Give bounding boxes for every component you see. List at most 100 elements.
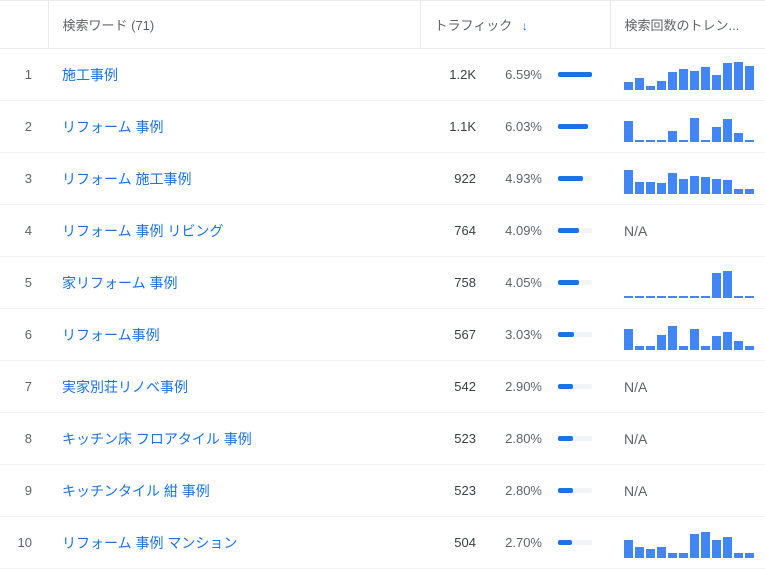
trend-bar xyxy=(679,346,688,350)
traffic-bar-fill xyxy=(558,436,573,441)
trend-bar xyxy=(679,69,688,90)
keyword-link[interactable]: 家リフォーム 事例 xyxy=(62,275,177,291)
trend-bar xyxy=(723,271,732,297)
traffic-bar-fill xyxy=(558,228,579,233)
trend-bar xyxy=(635,346,644,350)
traffic-percent: 2.70% xyxy=(492,535,542,550)
keyword-cell: キッチン床 フロアタイル 事例 xyxy=(48,413,420,465)
col-rank-header[interactable] xyxy=(0,1,48,49)
trend-bar xyxy=(635,78,644,90)
trend-bar xyxy=(646,140,655,142)
trend-bar xyxy=(657,296,666,298)
col-keyword-label: 検索ワード (71) xyxy=(63,18,155,33)
trend-bar xyxy=(657,547,666,558)
table-row: 3リフォーム 施工事例9224.93% xyxy=(0,153,765,205)
trend-cell: N/A xyxy=(610,465,765,517)
traffic-bar-fill xyxy=(558,280,579,285)
col-traffic-header[interactable]: トラフィック ↓ xyxy=(420,1,610,49)
trend-bar xyxy=(679,553,688,558)
keyword-cell: リフォーム 事例 xyxy=(48,101,420,153)
keyword-link[interactable]: リフォーム 事例 xyxy=(62,119,163,135)
trend-bar xyxy=(712,336,721,350)
trend-bar xyxy=(723,180,732,194)
trend-sparkline xyxy=(624,164,754,194)
trend-cell: N/A xyxy=(610,205,765,257)
trend-bar xyxy=(668,72,677,90)
trend-bar xyxy=(701,140,710,142)
trend-bar xyxy=(701,296,710,298)
traffic-bar-fill xyxy=(558,332,574,337)
keyword-cell: 実家別荘リノベ事例 xyxy=(48,361,420,413)
col-trend-header[interactable]: 検索回数のトレン... xyxy=(610,1,765,49)
table-row: 5家リフォーム 事例7584.05% xyxy=(0,257,765,309)
traffic-bar-track xyxy=(558,488,592,493)
keyword-link[interactable]: 実家別荘リノベ事例 xyxy=(62,379,188,395)
traffic-percent: 6.59% xyxy=(492,67,542,82)
trend-bar xyxy=(723,119,732,142)
rank-value: 6 xyxy=(25,327,32,342)
rank-value: 8 xyxy=(25,431,32,446)
trend-bar xyxy=(635,296,644,298)
trend-bar xyxy=(690,176,699,194)
trend-bar xyxy=(712,273,721,298)
rank-value: 2 xyxy=(25,119,32,134)
traffic-value: 523 xyxy=(434,431,476,446)
keyword-link[interactable]: 施工事例 xyxy=(62,67,118,83)
trend-sparkline xyxy=(624,528,754,558)
col-trend-label: 検索回数のトレン... xyxy=(625,18,740,33)
trend-bar xyxy=(690,71,699,90)
col-keyword-header[interactable]: 検索ワード (71) xyxy=(48,1,420,49)
trend-bar xyxy=(745,346,754,350)
keyword-cell: リフォーム事例 xyxy=(48,309,420,361)
trend-na-label: N/A xyxy=(624,223,647,239)
trend-na-label: N/A xyxy=(624,379,647,395)
rank-value: 1 xyxy=(25,67,32,82)
keyword-link[interactable]: キッチン床 フロアタイル 事例 xyxy=(62,431,252,447)
trend-bar xyxy=(745,553,754,558)
traffic-bar-fill xyxy=(558,72,592,77)
traffic-value: 758 xyxy=(434,275,476,290)
traffic-value: 1.1K xyxy=(434,119,476,134)
keyword-cell: 施工事例 xyxy=(48,49,420,101)
keyword-link[interactable]: リフォーム 施工事例 xyxy=(62,171,191,187)
sort-down-icon: ↓ xyxy=(522,19,528,33)
trend-sparkline xyxy=(624,320,754,350)
traffic-bar-fill xyxy=(558,488,573,493)
trend-bar xyxy=(657,81,666,90)
trend-bar xyxy=(734,189,743,194)
rank-cell: 2 xyxy=(0,101,48,153)
trend-bar xyxy=(734,133,743,142)
keyword-link[interactable]: リフォーム 事例 マンション xyxy=(62,535,237,551)
trend-bar xyxy=(679,179,688,193)
table-row: 7実家別荘リノベ事例5422.90%N/A xyxy=(0,361,765,413)
table-header-row: 検索ワード (71) トラフィック ↓ 検索回数のトレン... xyxy=(0,1,765,49)
trend-bar xyxy=(734,553,743,558)
rank-value: 5 xyxy=(25,275,32,290)
trend-cell xyxy=(610,517,765,569)
traffic-cell: 523 2.80% xyxy=(420,413,610,465)
trend-bar xyxy=(635,547,644,558)
keyword-link[interactable]: リフォーム事例 xyxy=(62,327,160,343)
trend-bar xyxy=(646,182,655,193)
trend-bar xyxy=(745,296,754,298)
keyword-cell: リフォーム 事例 マンション xyxy=(48,517,420,569)
trend-bar xyxy=(657,140,666,142)
traffic-value: 567 xyxy=(434,327,476,342)
rank-cell: 3 xyxy=(0,153,48,205)
traffic-percent: 4.93% xyxy=(492,171,542,186)
trend-sparkline xyxy=(624,112,754,142)
traffic-cell: 1.1K6.03% xyxy=(420,101,610,153)
keyword-link[interactable]: リフォーム 事例 リビング xyxy=(62,223,223,239)
trend-bar xyxy=(712,540,721,558)
trend-bar xyxy=(745,189,754,194)
trend-cell xyxy=(610,309,765,361)
traffic-percent: 2.80% xyxy=(492,431,542,446)
table-row: 9キッチンタイル 紺 事例5232.80%N/A xyxy=(0,465,765,517)
trend-bar xyxy=(668,296,677,298)
rank-cell: 7 xyxy=(0,361,48,413)
traffic-value: 504 xyxy=(434,535,476,550)
table-row: 6リフォーム事例5673.03% xyxy=(0,309,765,361)
keyword-link[interactable]: キッチンタイル 紺 事例 xyxy=(62,483,210,499)
traffic-value: 542 xyxy=(434,379,476,394)
trend-cell xyxy=(610,153,765,205)
